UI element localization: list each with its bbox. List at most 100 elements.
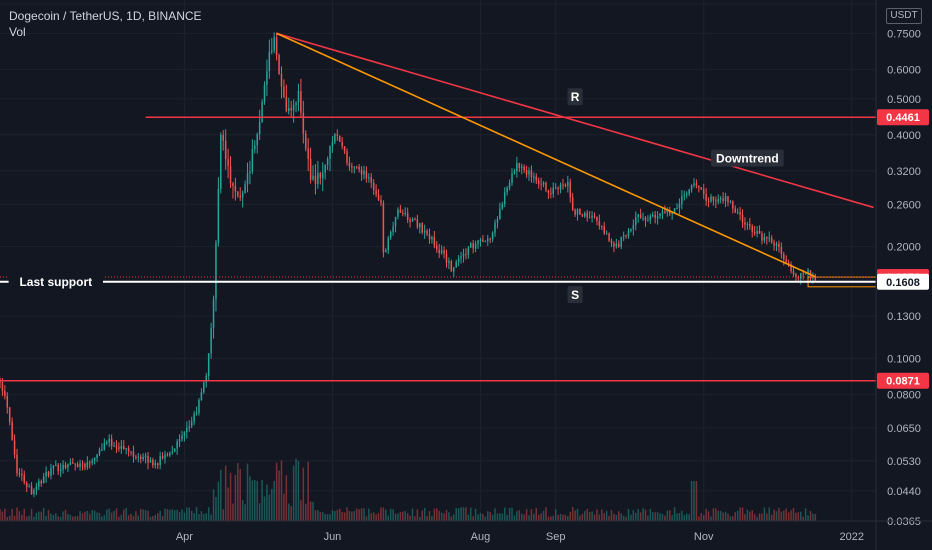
volume-bar: [229, 472, 232, 521]
volume-bar: [688, 514, 690, 521]
candle-body: [693, 183, 695, 186]
candle-body: [814, 276, 817, 281]
volume-bar: [470, 507, 472, 521]
candle-body: [795, 274, 797, 277]
volume-bar: [421, 510, 423, 521]
candle-body: [739, 212, 741, 215]
volume-bar: [664, 515, 666, 521]
candle-body: [370, 177, 373, 183]
candle-body: [215, 242, 217, 300]
volume-bar: [647, 515, 649, 521]
time-axis-background: [0, 521, 876, 550]
volume-bar: [511, 507, 513, 521]
volume-bar: [411, 508, 414, 521]
candle-body: [399, 209, 402, 213]
candle-body: [787, 262, 790, 265]
volume-bar: [414, 516, 416, 521]
candle-body: [503, 192, 506, 204]
volume-bar: [227, 487, 229, 521]
candle-body: [224, 140, 227, 160]
candle-body: [382, 203, 385, 253]
volume-bar: [372, 512, 375, 521]
volume-bar: [351, 511, 353, 521]
volume-bar: [79, 511, 81, 521]
candle-body: [525, 169, 528, 175]
volume-bar: [326, 514, 329, 521]
candle-body: [615, 243, 618, 247]
volume-bar: [423, 507, 426, 521]
candle-body: [763, 236, 766, 241]
volume-bar: [144, 509, 147, 521]
candle-body: [258, 122, 261, 135]
candle-body: [13, 440, 16, 455]
candle-body: [261, 102, 263, 123]
time-tick-label: 2022: [839, 531, 863, 543]
currency-unit-badge[interactable]: USDT: [886, 8, 922, 24]
annotation-text: S: [571, 288, 579, 302]
volume-bar: [620, 513, 622, 521]
candle-body: [186, 427, 188, 433]
volume-bar: [4, 508, 6, 521]
price-tick-label: 0.0365: [887, 516, 921, 528]
candle-body: [142, 457, 144, 459]
volume-bar: [142, 509, 144, 521]
price-tick-label: 0.1300: [887, 311, 921, 323]
volume-bar: [671, 514, 673, 521]
volume-bar: [622, 515, 625, 521]
candle-body: [55, 465, 57, 467]
candle-body: [545, 182, 547, 191]
candle-body: [181, 435, 183, 440]
candle-body: [474, 243, 477, 249]
volume-bar: [285, 475, 288, 521]
candle-body: [137, 456, 140, 458]
volume-bar: [232, 503, 234, 521]
symbol-title[interactable]: Dogecoin / TetherUS, 1D, BINANCE: [9, 9, 202, 23]
candle-body: [659, 213, 661, 217]
candle-body: [438, 249, 440, 254]
candle-body: [632, 224, 635, 230]
volume-bar: [739, 507, 741, 521]
candle-body: [21, 473, 23, 476]
volume-bar: [676, 513, 678, 521]
time-tick-label: Aug: [471, 531, 491, 543]
candle-body: [581, 214, 584, 217]
volume-bar: [581, 513, 584, 521]
trend-lines[interactable]: [276, 32, 874, 278]
volume-bar: [380, 507, 382, 521]
candle-body: [154, 463, 157, 466]
volume-bar: [729, 516, 732, 521]
volume-bar: [785, 508, 787, 521]
volume-bar: [33, 516, 35, 521]
volume-bar: [115, 508, 118, 521]
candle-body: [533, 176, 535, 178]
volume-bar: [690, 481, 693, 521]
candle-body: [775, 243, 778, 246]
candle-body: [74, 463, 76, 465]
volume-bar: [710, 516, 712, 521]
annotation-background: [567, 286, 583, 304]
annotation-background: [567, 88, 583, 106]
candle-body: [275, 37, 278, 56]
price-tick-label: 0.1000: [887, 353, 921, 365]
candle-body: [237, 191, 239, 196]
volume-bar: [297, 460, 300, 521]
volume-bar: [445, 509, 448, 521]
candle-body: [559, 184, 562, 189]
candle-body: [756, 230, 758, 234]
candle-body: [372, 182, 375, 190]
volume-bar: [0, 509, 1, 521]
candle-body: [518, 163, 521, 168]
candle-body: [734, 208, 737, 213]
volume-bar: [768, 507, 770, 521]
candle-body: [671, 212, 673, 214]
volume-bar: [749, 511, 751, 521]
candle-body: [118, 447, 120, 449]
volume-bar: [715, 508, 717, 521]
volume-bar: [661, 513, 664, 521]
candle-body: [445, 253, 448, 263]
candle-body: [433, 236, 436, 246]
volume-bar: [455, 507, 457, 521]
candle-body: [630, 229, 632, 231]
